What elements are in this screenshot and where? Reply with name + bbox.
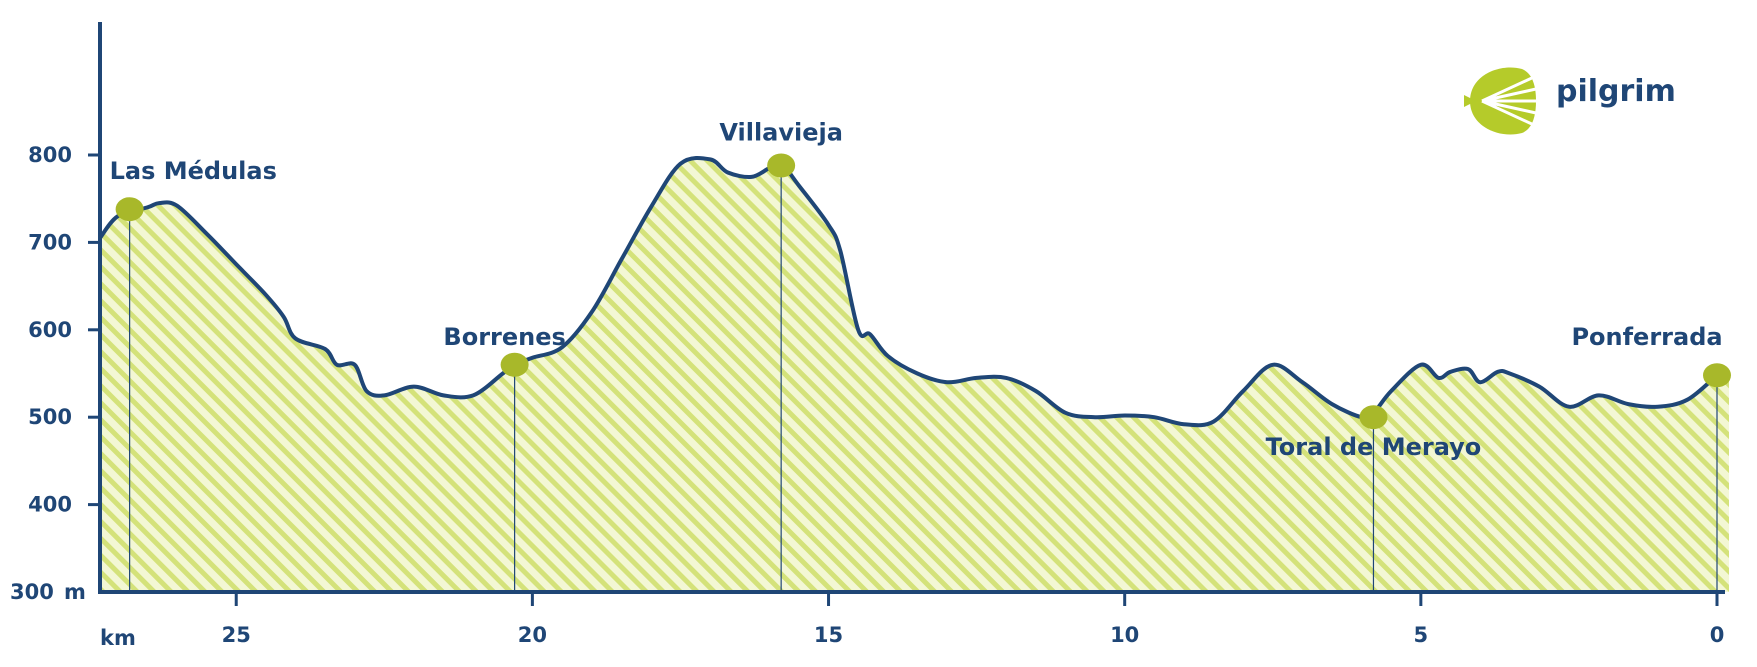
stop-marker bbox=[767, 153, 796, 178]
stop-marker bbox=[1359, 405, 1388, 430]
x-unit-label: km bbox=[100, 626, 136, 650]
stop-label: Villavieja bbox=[719, 118, 843, 146]
brand-logo: pilgrim bbox=[1464, 67, 1676, 135]
x-tick-label: 15 bbox=[814, 623, 843, 647]
y-tick-label: 300 bbox=[10, 580, 54, 604]
y-tick-label: 800 bbox=[28, 143, 72, 167]
x-tick-label: 5 bbox=[1414, 623, 1429, 647]
brand-name: pilgrim bbox=[1556, 74, 1676, 109]
stop-label: Las Médulas bbox=[110, 157, 277, 185]
y-unit-label: m bbox=[64, 580, 86, 604]
x-tick-label: 10 bbox=[1110, 623, 1139, 647]
y-tick-label: 600 bbox=[28, 318, 72, 342]
stop-marker bbox=[500, 352, 529, 377]
scallop-shell-icon bbox=[1464, 67, 1537, 135]
x-tick-label: 0 bbox=[1710, 623, 1725, 647]
y-tick-label: 500 bbox=[28, 405, 72, 429]
y-tick-label: 400 bbox=[28, 493, 72, 517]
elevation-line bbox=[98, 155, 1719, 428]
x-tick-label: 25 bbox=[222, 623, 251, 647]
stop-label: Borrenes bbox=[443, 323, 565, 351]
stop-label: Ponferrada bbox=[1571, 323, 1722, 351]
elevation-area bbox=[100, 157, 1729, 592]
x-tick-label: 20 bbox=[518, 623, 547, 647]
stop-marker bbox=[1703, 363, 1731, 388]
stop-marker bbox=[115, 197, 144, 222]
stop-label: Toral de Merayo bbox=[1266, 433, 1482, 461]
y-tick-label: 700 bbox=[28, 230, 72, 254]
